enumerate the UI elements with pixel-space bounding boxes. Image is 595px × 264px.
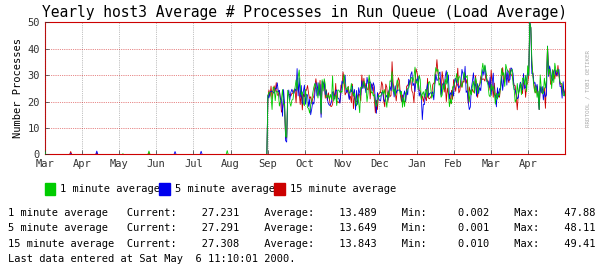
Y-axis label: Number Processes: Number Processes xyxy=(13,39,23,138)
Text: 5 minute average: 5 minute average xyxy=(175,184,275,194)
Text: 15 minute average  Current:    27.308    Average:    13.843    Min:     0.010   : 15 minute average Current: 27.308 Averag… xyxy=(8,239,595,249)
Text: Last data entered at Sat May  6 11:10:01 2000.: Last data entered at Sat May 6 11:10:01 … xyxy=(8,254,295,264)
Text: RRDTOOL / TOBI OETIKER: RRDTOOL / TOBI OETIKER xyxy=(586,50,591,127)
Title: Yearly host3 Average # Processes in Run Queue (Load Average): Yearly host3 Average # Processes in Run … xyxy=(42,5,568,20)
Text: 1 minute average: 1 minute average xyxy=(60,184,160,194)
Text: 15 minute average: 15 minute average xyxy=(290,184,396,194)
Text: 1 minute average   Current:    27.231    Average:    13.489    Min:     0.002   : 1 minute average Current: 27.231 Average… xyxy=(8,208,595,218)
Text: 5 minute average   Current:    27.291    Average:    13.649    Min:     0.001   : 5 minute average Current: 27.291 Average… xyxy=(8,223,595,233)
